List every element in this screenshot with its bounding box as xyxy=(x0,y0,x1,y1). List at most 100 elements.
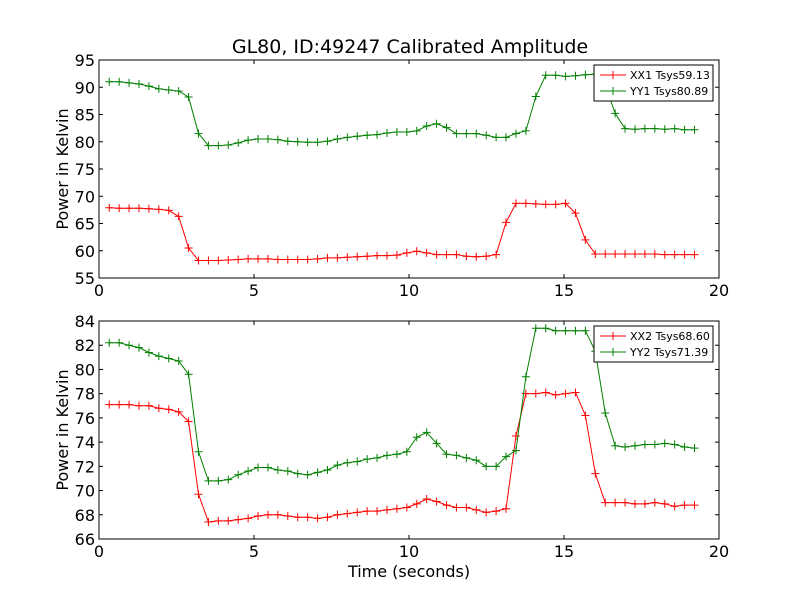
data-point-marker xyxy=(630,499,639,508)
data-point-marker xyxy=(244,514,253,523)
data-point-marker xyxy=(273,510,282,519)
data-point-marker xyxy=(105,400,114,409)
x-tick-label: 20 xyxy=(709,281,729,300)
legend-label: YY1 Tsys80.89 xyxy=(629,85,708,98)
data-point-marker xyxy=(640,250,649,259)
y-tick-label: 68 xyxy=(75,506,95,525)
data-point-marker xyxy=(323,513,332,522)
data-point-marker xyxy=(521,199,530,208)
data-point-marker xyxy=(551,200,560,209)
data-point-marker xyxy=(293,255,302,264)
data-point-marker xyxy=(621,498,630,507)
data-point-marker xyxy=(571,71,580,80)
data-point-marker xyxy=(422,428,431,437)
data-point-marker xyxy=(323,137,332,146)
series-line xyxy=(109,391,695,523)
data-point-marker xyxy=(273,135,282,144)
data-point-marker xyxy=(115,338,124,347)
data-point-marker xyxy=(382,451,391,460)
data-point-marker xyxy=(244,136,253,145)
data-point-marker xyxy=(670,250,679,259)
data-point-marker xyxy=(263,510,272,519)
data-point-marker xyxy=(630,250,639,259)
data-point-marker xyxy=(164,206,173,215)
data-point-marker xyxy=(581,411,590,420)
data-point-marker xyxy=(581,326,590,335)
data-point-marker xyxy=(115,204,124,213)
data-point-marker xyxy=(521,126,530,135)
data-point-marker xyxy=(462,453,471,462)
data-point-marker xyxy=(313,514,322,523)
data-point-marker xyxy=(382,505,391,514)
data-point-marker xyxy=(174,212,183,221)
data-point-marker xyxy=(402,127,411,136)
data-point-marker xyxy=(134,204,143,213)
data-point-marker xyxy=(511,199,520,208)
y-tick-label: 75 xyxy=(75,160,95,179)
data-point-marker xyxy=(254,511,263,520)
x-tick-label: 0 xyxy=(94,281,104,300)
y-axis-label: Power in Kelvin xyxy=(53,369,72,490)
data-point-marker xyxy=(263,254,272,263)
data-point-marker xyxy=(492,462,501,471)
x-axis-label: Time (seconds) xyxy=(347,562,470,581)
x-tick-label: 15 xyxy=(554,281,574,300)
data-point-marker xyxy=(571,388,580,397)
data-point-marker xyxy=(601,409,610,418)
data-point-marker xyxy=(373,130,382,139)
data-point-marker xyxy=(134,79,143,88)
legend-marker xyxy=(609,71,617,79)
data-point-marker xyxy=(125,341,134,350)
data-point-marker xyxy=(660,250,669,259)
x-tick-label: 10 xyxy=(399,542,419,561)
data-point-marker xyxy=(660,439,669,448)
data-point-marker xyxy=(452,503,461,512)
y-tick-label: 82 xyxy=(75,336,95,355)
data-point-marker xyxy=(144,82,153,91)
data-point-marker xyxy=(214,476,223,485)
data-point-marker xyxy=(621,250,630,259)
data-point-marker xyxy=(144,204,153,213)
data-point-marker xyxy=(591,469,600,478)
x-tick-label: 20 xyxy=(709,542,729,561)
y-tick-label: 66 xyxy=(75,530,95,549)
data-point-marker xyxy=(432,250,441,259)
data-point-marker xyxy=(442,123,451,132)
data-point-marker xyxy=(303,513,312,522)
data-point-marker xyxy=(492,507,501,516)
data-point-marker xyxy=(402,248,411,257)
data-point-marker xyxy=(611,498,620,507)
y-tick-label: 90 xyxy=(75,78,95,97)
data-point-marker xyxy=(293,513,302,522)
legend-label: XX1 Tsys59.13 xyxy=(630,69,710,82)
data-point-marker xyxy=(630,125,639,134)
data-point-marker xyxy=(333,135,342,144)
data-point-marker xyxy=(630,441,639,450)
data-point-marker xyxy=(214,141,223,150)
data-point-marker xyxy=(442,450,451,459)
data-point-marker xyxy=(224,256,233,265)
data-point-marker xyxy=(303,255,312,264)
data-point-marker xyxy=(254,463,263,472)
y-tick-label: 80 xyxy=(75,133,95,152)
data-point-marker xyxy=(462,503,471,512)
data-point-marker xyxy=(353,252,362,261)
data-point-marker xyxy=(392,450,401,459)
data-point-marker xyxy=(670,124,679,133)
data-point-marker xyxy=(184,417,193,426)
data-point-marker xyxy=(184,370,193,379)
data-point-marker xyxy=(125,78,134,87)
data-point-marker xyxy=(561,326,570,335)
data-point-marker xyxy=(690,501,699,510)
data-point-marker xyxy=(432,497,441,506)
data-point-marker xyxy=(164,85,173,94)
data-point-marker xyxy=(482,508,491,517)
data-point-marker xyxy=(184,93,193,102)
data-point-marker xyxy=(254,254,263,263)
data-point-marker xyxy=(611,109,620,118)
data-point-marker xyxy=(323,465,332,474)
data-point-marker xyxy=(472,252,481,261)
data-point-marker xyxy=(502,504,511,513)
data-point-marker xyxy=(422,495,431,504)
data-point-marker xyxy=(343,253,352,262)
